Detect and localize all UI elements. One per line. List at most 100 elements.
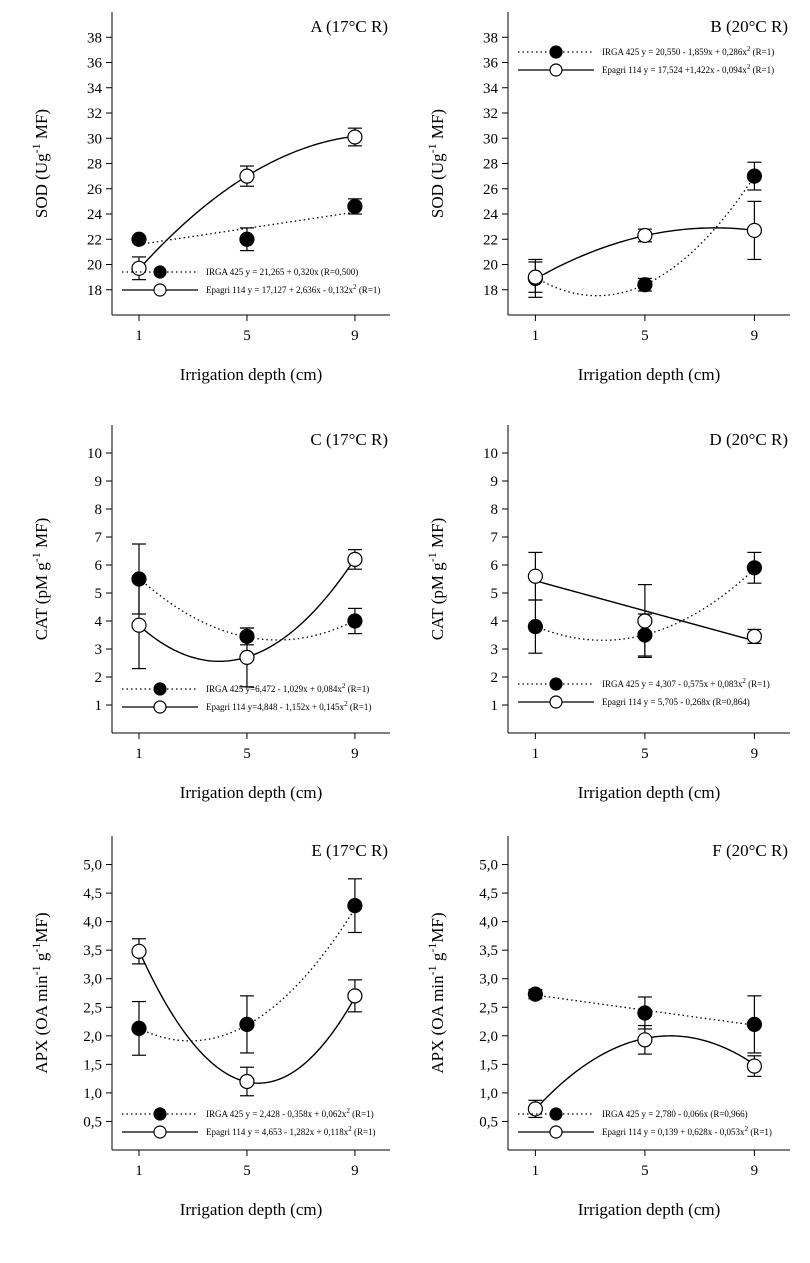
y-tick-label: 5 [491,586,499,602]
y-tick-label: 1,5 [83,1057,102,1073]
y-tick-label: 1,5 [479,1057,498,1073]
x-tick-label: 5 [243,746,251,762]
x-tick-label: 9 [751,1163,759,1179]
y-tick-label: 8 [491,502,499,518]
legend-entry: Epagri 114 y = 5,705 - 0,268x (R=0,864) [602,697,750,707]
data-point-epagri-114 [746,222,763,239]
data-point-irga-425 [746,1016,763,1033]
y-tick-label: 10 [87,446,102,462]
y-tick-label: 28 [87,157,102,173]
y-tick-label: 3,0 [479,972,498,988]
y-tick-label: 38 [87,30,102,46]
legend-entry: IRGA 425 y = 2,780 - 0,066x (R=0,966) [602,1109,748,1119]
y-tick-label: 2 [95,670,103,686]
legend-marker [153,682,167,696]
x-tick-label: 5 [641,1163,649,1179]
y-tick-label: 7 [95,530,103,546]
y-axis-label: SOD (Ug-1 MF) [29,109,51,218]
data-point-irga-425 [131,231,147,247]
data-point-irga-425 [746,168,763,184]
panel-e: 0,5 1,0 1,5 2,0 2,5 3,0 3,5 4,0 4,5 5,0 1 5 9 Irrigat… [29,836,390,1219]
fit-line-irga-425 [535,568,755,641]
y-tick-label: 22 [87,232,102,248]
y-tick-label: 32 [87,106,102,122]
y-tick-label: 3 [95,642,103,658]
data-point-epagri-114 [131,260,147,276]
x-tick-label: 1 [135,746,143,762]
data-point-epagri-114 [347,988,363,1004]
legend-entry: Epagri 114 y = 4,653 - 1,282x + 0,118x2 … [206,1125,376,1137]
y-tick-label: 2,0 [479,1029,498,1045]
y-tick-label: 38 [483,30,498,46]
legend-entry: IRGA 425 y=6,472 - 1,029x + 0,084x2 (R=1… [206,682,369,694]
y-tick-label: 26 [87,182,103,198]
data-point-irga-425 [239,1016,255,1033]
y-tick-label: 18 [87,283,102,299]
x-tick-label: 5 [243,328,251,344]
data-point-epagri-114 [347,129,363,145]
data-point-epagri-114 [131,943,147,959]
y-tick-label: 32 [483,106,498,122]
x-axis-label: Irrigation depth (cm) [180,783,323,802]
legend-marker [153,265,167,279]
y-tick-label: 24 [483,207,499,223]
data-point-irga-425 [131,1020,147,1036]
panel-title: A (17°C R) [310,17,388,36]
data-point-irga-425 [527,986,543,1002]
y-tick-label: 6 [491,558,499,574]
panel-c: 1 2 3 4 5 6 7 8 9 10 1 5 9 Irrigation depth (cm) CAT (… [29,425,390,802]
legend-marker [153,283,167,297]
y-tick-label: 7 [491,530,499,546]
y-tick-label: 3,5 [83,943,102,959]
data-point-epagri-114 [746,1058,763,1074]
legend-entry: Epagri 114 y = 17,127 + 2,636x - 0,132x2… [206,283,380,295]
y-axis-label: SOD (Ug-1 MF) [425,109,447,218]
data-point-epagri-114 [527,269,543,285]
legend-marker [549,45,563,59]
x-axis-label: Irrigation depth (cm) [578,365,721,384]
panel-d: 1 2 3 4 5 6 7 8 9 10 1 5 9 Irrigation depth (cm) CAT (… [425,425,790,802]
data-point-irga-425 [746,560,763,576]
y-tick-label: 0,5 [479,1114,498,1130]
y-tick-label: 2,5 [479,1000,498,1016]
y-tick-label: 2,0 [83,1029,102,1045]
y-tick-label: 22 [483,232,498,248]
y-tick-label: 1 [95,698,103,714]
data-point-irga-425 [347,898,363,914]
data-point-epagri-114 [239,168,255,184]
y-tick-label: 3 [491,642,499,658]
data-point-epagri-114 [637,227,653,244]
x-tick-label: 1 [135,328,143,344]
legend-marker [549,1125,563,1139]
legend: IRGA 425 y=6,472 - 1,029x + 0,084x2 (R=1… [122,682,371,714]
x-tick-label: 9 [751,746,759,762]
panel-f: 0,5 1,0 1,5 2,0 2,5 3,0 3,5 4,0 4,5 5,0 1 5 9 Irrigat… [425,836,790,1219]
data-point-epagri-114 [239,1073,255,1090]
legend-marker [549,63,563,77]
x-tick-label: 1 [532,746,540,762]
y-tick-label: 4,0 [83,915,102,931]
legend-entry: IRGA 425 y = 2,428 - 0,358x + 0,062x2 (R… [206,1107,374,1119]
x-tick-label: 9 [351,746,359,762]
y-tick-label: 1 [491,698,499,714]
y-tick-label: 18 [483,283,498,299]
y-tick-label: 10 [483,446,498,462]
y-tick-label: 0,5 [83,1114,102,1130]
x-tick-label: 1 [532,328,540,344]
y-tick-label: 34 [87,81,103,97]
y-tick-label: 6 [95,558,103,574]
y-tick-label: 1,0 [83,1086,102,1102]
y-tick-label: 34 [483,81,499,97]
y-tick-label: 30 [483,131,498,147]
legend: IRGA 425 y = 20,550 - 1,859x + 0,286x2 (… [518,45,774,77]
y-axis-label: CAT (pM g-1 MF) [425,518,447,641]
y-tick-label: 8 [95,502,103,518]
legend-entry: IRGA 425 y = 21,265 + 0,320x (R=0,500) [206,267,358,277]
x-axis-label: Irrigation depth (cm) [180,365,323,384]
y-tick-label: 4,0 [479,915,498,931]
panel-title: B (20°C R) [710,17,788,36]
y-tick-label: 36 [483,56,499,72]
y-tick-label: 24 [87,207,103,223]
y-tick-label: 5 [95,586,103,602]
data-point-epagri-114 [637,613,653,629]
